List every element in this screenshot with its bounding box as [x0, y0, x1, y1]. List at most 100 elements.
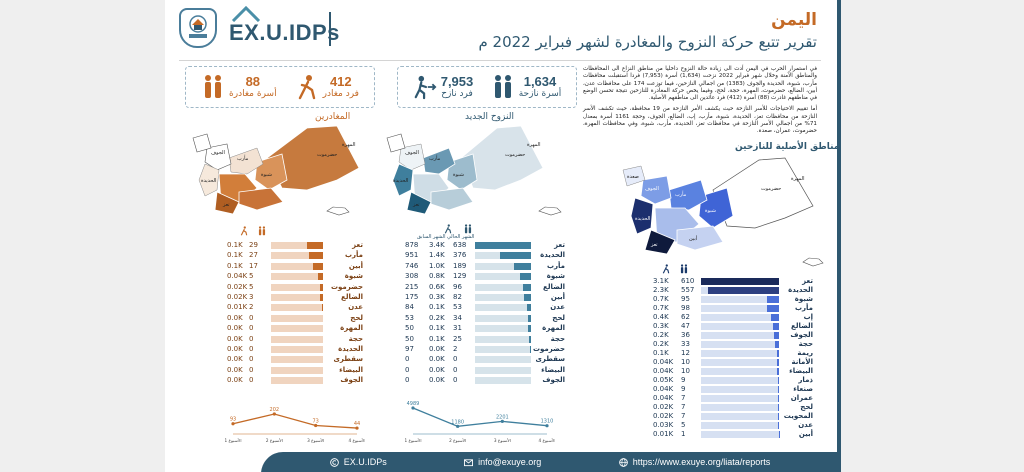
- families-value: 17: [249, 261, 258, 270]
- table-row: 0.0K 0 المهرة: [227, 323, 363, 333]
- report-page: EX.U.IDPs اليمن تقرير تتبع حركة النزوح و…: [165, 0, 841, 472]
- bar-fill: [701, 278, 779, 285]
- previous-value: 175: [405, 293, 419, 301]
- governorate-name: عدن: [798, 421, 813, 429]
- table-row: 0.0K 0 البيضاء: [227, 365, 363, 375]
- governorate-name: سقطرى: [535, 355, 565, 364]
- bar-background: [701, 332, 779, 339]
- table-row: 0.1K 27 مأرب: [227, 250, 363, 260]
- bar-background: [701, 296, 779, 303]
- individuals-value: 0.0K: [429, 355, 445, 364]
- individuals-value: 0.04K: [653, 394, 674, 402]
- trend-point: [314, 423, 318, 428]
- bar-background: [271, 252, 323, 260]
- trend-point: [500, 419, 504, 424]
- families-value: 31: [453, 324, 462, 333]
- bar-background: [271, 262, 323, 270]
- brand-logo: EX.U.IDPs: [229, 6, 339, 48]
- footer-email[interactable]: info@exuye.org: [464, 457, 541, 467]
- governorate-name: لحج: [800, 403, 813, 411]
- report-title: تقرير تتبع حركة النزوح والمغادرة لشهر فب…: [478, 33, 817, 51]
- trend-week-label: الأسبوع 2: [449, 438, 466, 443]
- governorate-name: حجة: [550, 334, 565, 343]
- governorate-name: ذمار: [798, 376, 813, 384]
- bar-background: [701, 350, 779, 357]
- bar-background: [475, 304, 531, 312]
- table-row: 0.04K 10 البيضاء: [653, 366, 813, 376]
- governorate-name: أبين: [798, 430, 813, 438]
- previous-value: 0: [405, 355, 410, 364]
- families-value: 10: [681, 358, 690, 366]
- bar-background: [271, 335, 323, 343]
- governorate-name: الحديدة: [338, 345, 363, 353]
- governorate-name: مأرب: [344, 251, 363, 260]
- individuals-value: 0.1K: [429, 303, 445, 312]
- bar-fill: [771, 314, 779, 321]
- trend-point: [545, 424, 549, 428]
- table-row: 0 0.0K 0 سقطرى: [405, 354, 565, 364]
- bar-background: [701, 323, 779, 330]
- families-value: 0: [249, 376, 254, 385]
- footer-copyright: EX.U.IDPs: [329, 457, 387, 467]
- individuals-value: 0.02K: [653, 403, 674, 411]
- governorate-name: الحديدة: [540, 251, 565, 260]
- map-label: أبين: [689, 235, 698, 242]
- departure-stats-box: 412 فرد مغادر 88 أسرة مغادرة: [185, 66, 375, 108]
- table-row: 0.4K 62 إب: [653, 312, 813, 322]
- bar-fill: [778, 422, 779, 429]
- bar-background: [271, 273, 323, 281]
- table-row: 0.1K 17 أبين: [227, 261, 363, 271]
- table-row: 0.04K 5 شبوة: [227, 271, 363, 281]
- governorate-name: صنعاء: [793, 385, 813, 393]
- footer-website[interactable]: https://www.exuye.org/liata/reports: [618, 457, 770, 467]
- individuals-value: 1.0K: [429, 261, 445, 270]
- departures-map: حضرموت المهرة شبوة مأرب الجوف الحديدة تع…: [192, 125, 360, 215]
- bar-background: [271, 314, 323, 322]
- map-label: حضرموت: [505, 152, 525, 158]
- individuals-value: 0.0K: [227, 376, 243, 385]
- governorate-name: الجوف: [790, 331, 813, 339]
- governorate-name: الضالع: [341, 293, 363, 301]
- map-label: مأرب: [429, 154, 441, 162]
- families-value: 27: [249, 251, 258, 260]
- bar-background: [475, 325, 531, 333]
- individuals-value: 0.05K: [653, 376, 674, 384]
- bar-background: [475, 377, 531, 385]
- walking-person-icon: [240, 226, 248, 236]
- individuals-value: 0.1K: [429, 334, 445, 343]
- map-label: الجوف: [645, 186, 659, 192]
- families-value: 0: [249, 355, 254, 364]
- table-row: 2.3K 557 الحديدة: [653, 285, 813, 295]
- bar-fill: [309, 252, 323, 260]
- governorate-name: البيضاء: [789, 367, 813, 375]
- bar-background: [701, 422, 779, 429]
- families-value: 0: [453, 355, 458, 364]
- trend-value-label: 1310: [541, 419, 554, 425]
- country-title: اليمن: [771, 10, 817, 30]
- table-row: 0.04K 10 الأمانة: [653, 357, 813, 367]
- table-row: 0.7K 98 مأرب: [653, 303, 813, 313]
- families-value: 2: [453, 345, 458, 353]
- section-origin-areas-label: المناطق الأصلية للنازحين: [735, 142, 841, 152]
- family-icon: [680, 264, 688, 274]
- map-label: حضرموت: [761, 186, 781, 192]
- bar-background: [701, 368, 779, 375]
- individuals-value: 0.0K: [429, 345, 445, 353]
- families-value: 34: [453, 313, 462, 322]
- footer-bar: EX.U.IDPs info@exuye.org https://www.exu…: [261, 452, 839, 472]
- table-row: 0.02K 3 الضالع: [227, 292, 363, 302]
- map-label: الحديدة: [201, 178, 216, 184]
- table-row: 97 0.0K 2 حضرموت: [405, 344, 565, 354]
- governorate-name: سقطرى: [333, 355, 363, 364]
- bar-fill: [320, 294, 323, 301]
- departures-table: 0.1K 29 تعز 0.1K 27 مأرب 0.1K 17 أبين 0.04K 5 شبوة 0…: [227, 240, 363, 386]
- bar-fill: [528, 325, 531, 333]
- individuals-value: 0.0K: [227, 334, 243, 343]
- origin-areas-map: حضرموت المهرة شبوة مأرب الجوف صعدة الحدي…: [622, 157, 814, 255]
- table-row: 0.7K 95 شبوة: [653, 294, 813, 304]
- families-value: 189: [453, 261, 467, 270]
- map-label: تعز: [412, 202, 420, 208]
- previous-value: 951: [405, 251, 419, 260]
- families-value: 29: [249, 241, 258, 249]
- header-divider: [179, 60, 821, 61]
